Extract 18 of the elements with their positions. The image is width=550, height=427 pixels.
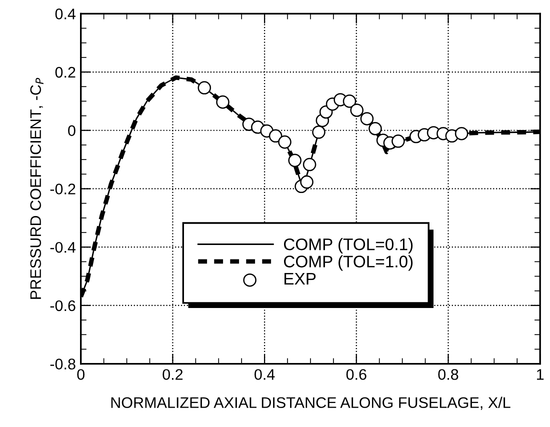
y-tick-label: 0.2 <box>55 66 76 78</box>
y-tick-label: -0.6 <box>50 300 76 312</box>
x-tick-label: 0.4 <box>254 369 275 380</box>
y-tick-label: -0.4 <box>50 242 76 253</box>
x-tick-label: 0.6 <box>346 369 366 380</box>
x-tick-label: 0.8 <box>438 369 458 380</box>
x-tick-label: 0 <box>77 369 84 380</box>
x-tick-label: 0.2 <box>162 369 183 380</box>
legend-label: EXP <box>284 273 316 284</box>
legend-label: COMP (TOL=1.0) <box>284 255 413 271</box>
y-tick-label: -0.8 <box>50 358 76 370</box>
y-tick-label: 0.4 <box>55 8 76 20</box>
y-tick-label: 0 <box>68 125 76 136</box>
y-tick-label: -0.2 <box>50 184 76 194</box>
legend-label: COMP (TOL=0.1) <box>284 238 413 254</box>
y-axis-title: PRESSURD COEFFICIENT, -C$_{P}$ <box>30 78 44 299</box>
x-tick-label: 1 <box>537 369 544 380</box>
x-axis-title: NORMALIZED AXIAL DISTANCE ALONG FUSELAGE, X/L <box>111 396 510 410</box>
